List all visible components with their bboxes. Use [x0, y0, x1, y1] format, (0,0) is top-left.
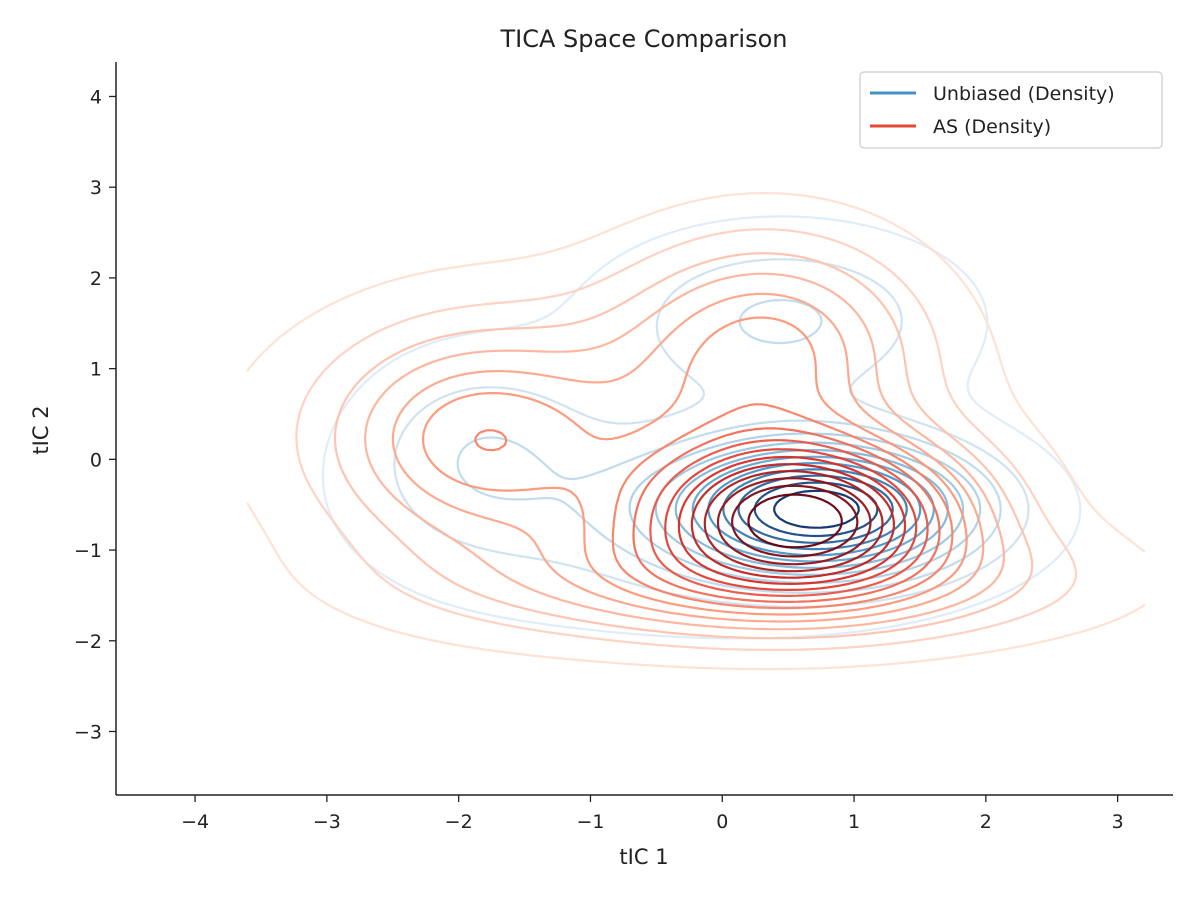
- as-contour-level: [421, 316, 968, 616]
- x-tick-label: 3: [1112, 811, 1124, 833]
- y-tick-label: −1: [74, 540, 102, 562]
- as-density-contours: [246, 192, 1146, 671]
- as-contour-level: [703, 470, 884, 573]
- x-tick-label: −1: [576, 811, 604, 833]
- as-contour-level: [391, 292, 985, 623]
- legend: Unbiased (Density) AS (Density): [859, 71, 1163, 149]
- x-tick-label: −3: [313, 811, 341, 833]
- x-tick-label: −4: [181, 811, 209, 833]
- as-contour-level: [474, 403, 954, 610]
- as-contour-level: [664, 448, 918, 591]
- as-contour-level: [295, 228, 1078, 651]
- y-axis-label: tIC 2: [29, 405, 53, 454]
- as-contour-level: [716, 477, 872, 566]
- x-axis-label: tIC 1: [619, 845, 668, 869]
- x-tick-label: 0: [716, 811, 728, 833]
- as-contour-level: [246, 192, 1146, 671]
- legend-label-unbiased: Unbiased (Density): [933, 83, 1115, 105]
- as-contour-level: [731, 484, 859, 558]
- y-tick-label: 4: [90, 86, 102, 108]
- legend-label-as: AS (Density): [933, 116, 1051, 138]
- as-contour-level: [364, 272, 1006, 631]
- legend-box: [859, 71, 1163, 149]
- y-tick-label: 3: [90, 177, 102, 199]
- x-tick-label: 2: [980, 811, 992, 833]
- as-contour-level: [677, 455, 907, 585]
- y-tick-label: −2: [74, 631, 102, 653]
- y-tick-label: 1: [90, 359, 102, 381]
- as-contour-level: [747, 493, 843, 549]
- y-tick-label: 0: [90, 449, 102, 471]
- x-tick-label: −2: [445, 811, 473, 833]
- unbiased-contour-level: [321, 215, 1082, 640]
- as-contour-level: [632, 427, 941, 603]
- as-contour-level: [333, 252, 1034, 640]
- axes: −4 −3 −2 −1 0 1 2 3 −3 −2 −1 0 1 2 3 4: [74, 62, 1173, 833]
- as-contour-level: [690, 463, 895, 579]
- as-contour-level: [649, 439, 929, 597]
- unbiased-contour-level: [674, 449, 949, 569]
- x-tick-label: 1: [848, 811, 860, 833]
- unbiased-contour-level: [773, 489, 860, 529]
- chart-title: TICA Space Comparison: [499, 25, 787, 53]
- y-tick-label: −3: [74, 721, 102, 743]
- y-tick-label: 2: [90, 268, 102, 290]
